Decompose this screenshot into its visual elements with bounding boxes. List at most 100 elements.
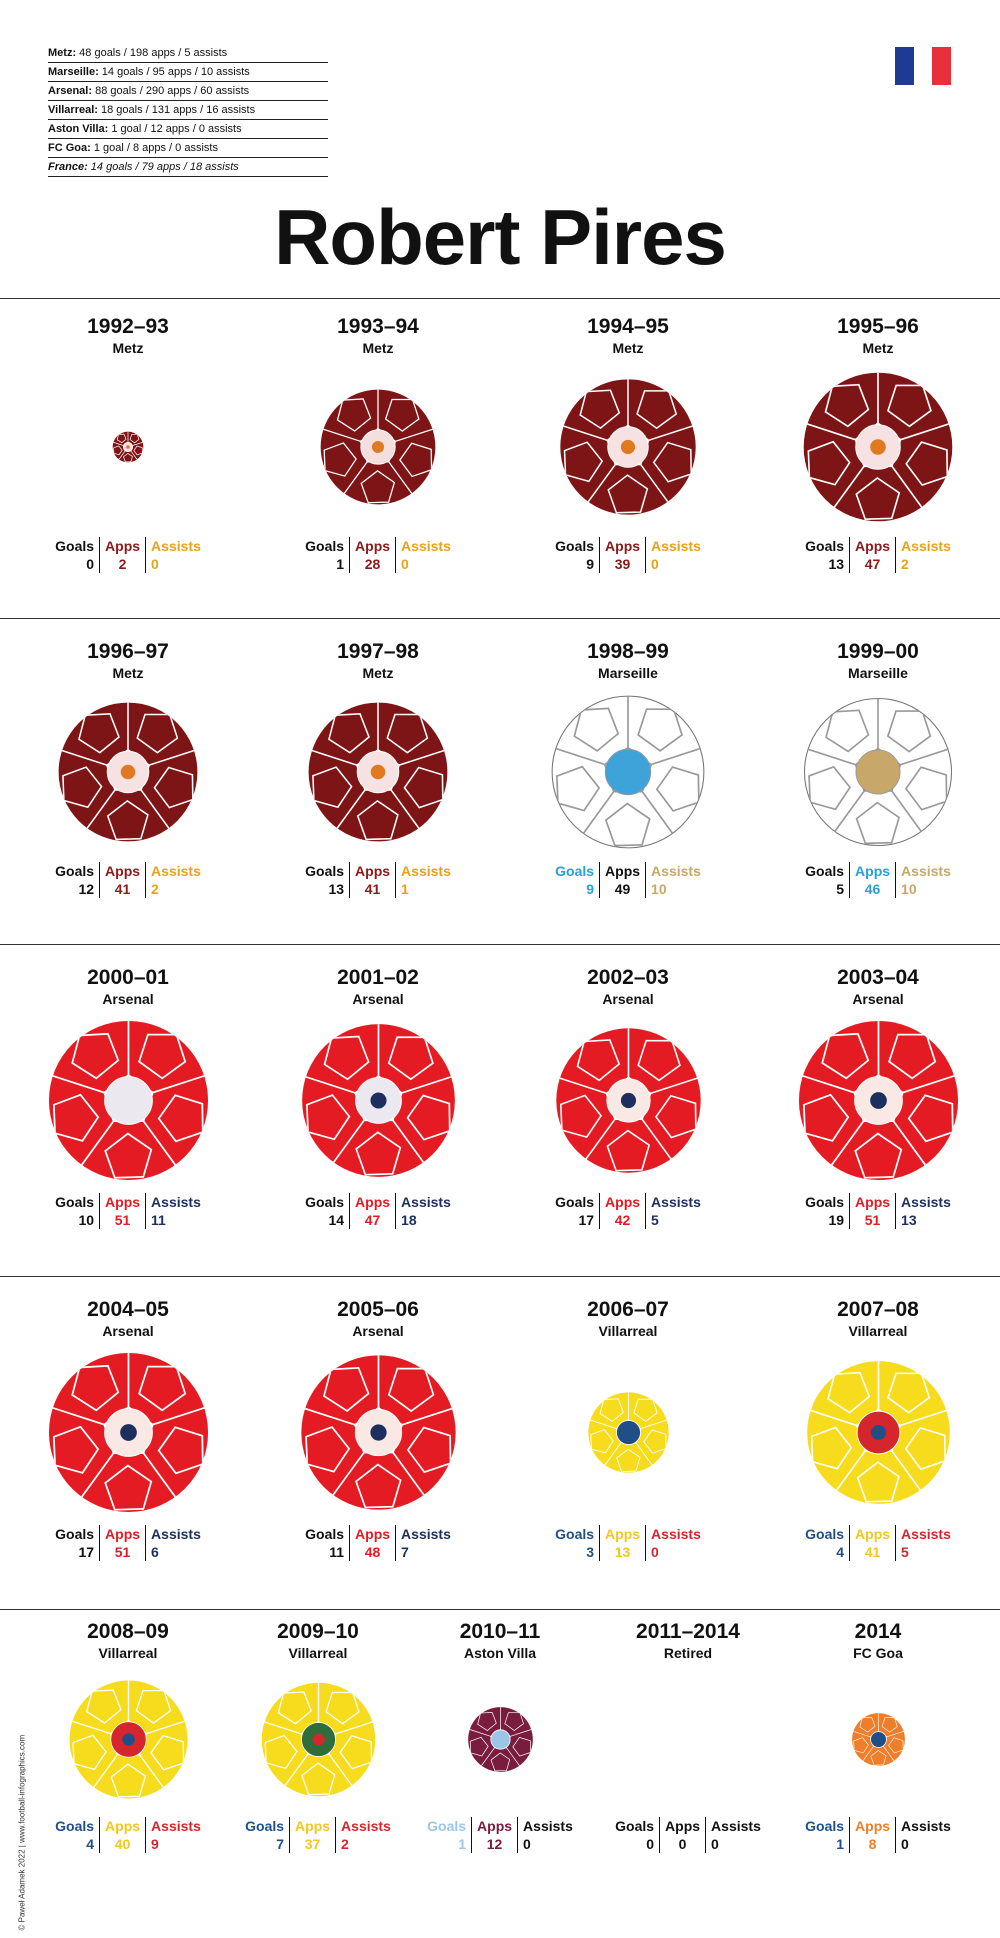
apps-label: Apps bbox=[605, 863, 641, 879]
goals-label: Goals bbox=[805, 1194, 845, 1210]
goals-label: Goals bbox=[55, 1818, 95, 1834]
assists-label: Assists bbox=[401, 863, 451, 879]
apps-stat: Apps 42 bbox=[600, 1193, 647, 1229]
goals-value: 17 bbox=[78, 1544, 95, 1560]
club-label: Metz bbox=[362, 340, 394, 356]
assists-label: Assists bbox=[151, 863, 201, 879]
goals-value: 9 bbox=[586, 881, 595, 897]
goals-label: Goals bbox=[805, 538, 845, 554]
summary-team: Arsenal: bbox=[48, 85, 93, 97]
season-label: 2011–2014 bbox=[636, 1620, 740, 1643]
season-card: 1993–94 Metz Goals 1 Apps 28 Assists 0 bbox=[278, 315, 478, 573]
summary-stats: 1 goal / 12 apps / 0 assists bbox=[108, 123, 242, 135]
summary-row: Marseille: 14 goals / 95 apps / 10 assis… bbox=[48, 63, 328, 82]
assists-stat: Assists 7 bbox=[396, 1525, 456, 1561]
apps-label: Apps bbox=[855, 1818, 891, 1834]
apps-value: 12 bbox=[486, 1836, 503, 1852]
summary-team: France: bbox=[48, 161, 88, 173]
apps-label: Apps bbox=[105, 1526, 141, 1542]
assists-label: Assists bbox=[651, 1526, 701, 1542]
apps-stat: Apps 49 bbox=[600, 862, 647, 898]
club-label: Metz bbox=[112, 340, 144, 356]
summary-row: Aston Villa: 1 goal / 12 apps / 0 assist… bbox=[48, 120, 328, 139]
season-card: 2005–06 Arsenal Goals 11 Apps 48 Assists 7 bbox=[278, 1298, 478, 1561]
season-label: 1997–98 bbox=[337, 640, 419, 663]
apps-stat: Apps 40 bbox=[100, 1817, 147, 1853]
assists-stat: Assists 2 bbox=[146, 862, 206, 898]
apps-value: 41 bbox=[114, 881, 131, 897]
assists-value: 0 bbox=[711, 1836, 719, 1852]
apps-stat: Apps 48 bbox=[350, 1525, 397, 1561]
season-card: 2002–03 Arsenal Goals 17 Apps 42 Assists 5 bbox=[528, 966, 728, 1229]
club-label: Marseille bbox=[848, 665, 908, 681]
apps-label: Apps bbox=[855, 1526, 891, 1542]
goals-value: 9 bbox=[586, 556, 595, 572]
apps-label: Apps bbox=[665, 1818, 701, 1834]
goals-stat: Goals 7 bbox=[240, 1817, 291, 1853]
assists-label: Assists bbox=[901, 863, 951, 879]
season-label: 1992–93 bbox=[87, 315, 169, 338]
season-label: 1998–99 bbox=[587, 640, 669, 663]
assists-label: Assists bbox=[523, 1818, 573, 1834]
apps-value: 28 bbox=[364, 556, 381, 572]
season-label: 2009–10 bbox=[277, 1620, 359, 1643]
stats-row: Goals 9 Apps 49 Assists 10 bbox=[528, 862, 728, 898]
assists-value: 18 bbox=[401, 1212, 417, 1228]
apps-value: 47 bbox=[864, 556, 881, 572]
apps-stat: Apps 2 bbox=[100, 537, 147, 573]
goals-stat: Goals 14 bbox=[300, 1193, 351, 1229]
assists-value: 0 bbox=[523, 1836, 531, 1852]
goals-stat: Goals 19 bbox=[800, 1193, 851, 1229]
stats-row: Goals 4 Apps 40 Assists 9 bbox=[28, 1817, 228, 1853]
goals-stat: Goals 10 bbox=[50, 1193, 101, 1229]
goals-value: 1 bbox=[836, 1836, 845, 1852]
apps-label: Apps bbox=[605, 1526, 641, 1542]
stats-row: Goals 1 Apps 28 Assists 0 bbox=[278, 537, 478, 573]
assists-stat: Assists 10 bbox=[896, 862, 956, 898]
apps-stat: Apps 51 bbox=[100, 1193, 147, 1229]
summary-stats: 1 goal / 8 apps / 0 assists bbox=[90, 142, 218, 154]
club-label: Arsenal bbox=[602, 991, 654, 1007]
apps-value: 47 bbox=[364, 1212, 381, 1228]
goals-value: 12 bbox=[78, 881, 95, 897]
summary-row: Metz: 48 goals / 198 apps / 5 assists bbox=[48, 44, 328, 63]
season-label: 1994–95 bbox=[587, 315, 669, 338]
apps-value: 37 bbox=[304, 1836, 321, 1852]
assists-label: Assists bbox=[151, 1526, 201, 1542]
football-icon bbox=[112, 431, 144, 463]
assists-stat: Assists 6 bbox=[146, 1525, 206, 1561]
flag-stripe-red bbox=[932, 47, 952, 85]
football-icon bbox=[551, 695, 705, 849]
goals-value: 14 bbox=[328, 1212, 345, 1228]
apps-value: 49 bbox=[614, 881, 631, 897]
goals-stat: Goals 9 bbox=[550, 862, 601, 898]
club-label: Arsenal bbox=[352, 991, 404, 1007]
apps-value: 51 bbox=[114, 1544, 131, 1560]
stats-row: Goals 3 Apps 13 Assists 0 bbox=[528, 1525, 728, 1561]
apps-stat: Apps 13 bbox=[600, 1525, 647, 1561]
assists-value: 1 bbox=[401, 881, 409, 897]
goals-value: 13 bbox=[828, 556, 845, 572]
apps-value: 0 bbox=[678, 1836, 687, 1852]
assists-label: Assists bbox=[651, 538, 701, 554]
stats-row: Goals 17 Apps 42 Assists 5 bbox=[528, 1193, 728, 1229]
goals-label: Goals bbox=[55, 1194, 95, 1210]
apps-stat: Apps 41 bbox=[850, 1525, 897, 1561]
apps-value: 13 bbox=[614, 1544, 631, 1560]
apps-stat: Apps 41 bbox=[350, 862, 397, 898]
assists-value: 0 bbox=[901, 1836, 909, 1852]
stats-row: Goals 13 Apps 41 Assists 1 bbox=[278, 862, 478, 898]
summary-stats: 14 goals / 95 apps / 10 assists bbox=[98, 66, 250, 78]
stats-row: Goals 5 Apps 46 Assists 10 bbox=[778, 862, 978, 898]
season-card: 2011–2014 Retired Goals 0 Apps 0 Assists 0 bbox=[588, 1620, 788, 1853]
club-label: Metz bbox=[862, 340, 894, 356]
assists-value: 2 bbox=[151, 881, 159, 897]
divider bbox=[0, 1609, 1000, 1610]
apps-value: 8 bbox=[868, 1836, 877, 1852]
apps-value: 41 bbox=[864, 1544, 881, 1560]
season-label: 2001–02 bbox=[337, 966, 419, 989]
goals-stat: Goals 1 bbox=[300, 537, 351, 573]
stats-row: Goals 9 Apps 39 Assists 0 bbox=[528, 537, 728, 573]
apps-label: Apps bbox=[355, 1194, 391, 1210]
goals-value: 19 bbox=[828, 1212, 845, 1228]
